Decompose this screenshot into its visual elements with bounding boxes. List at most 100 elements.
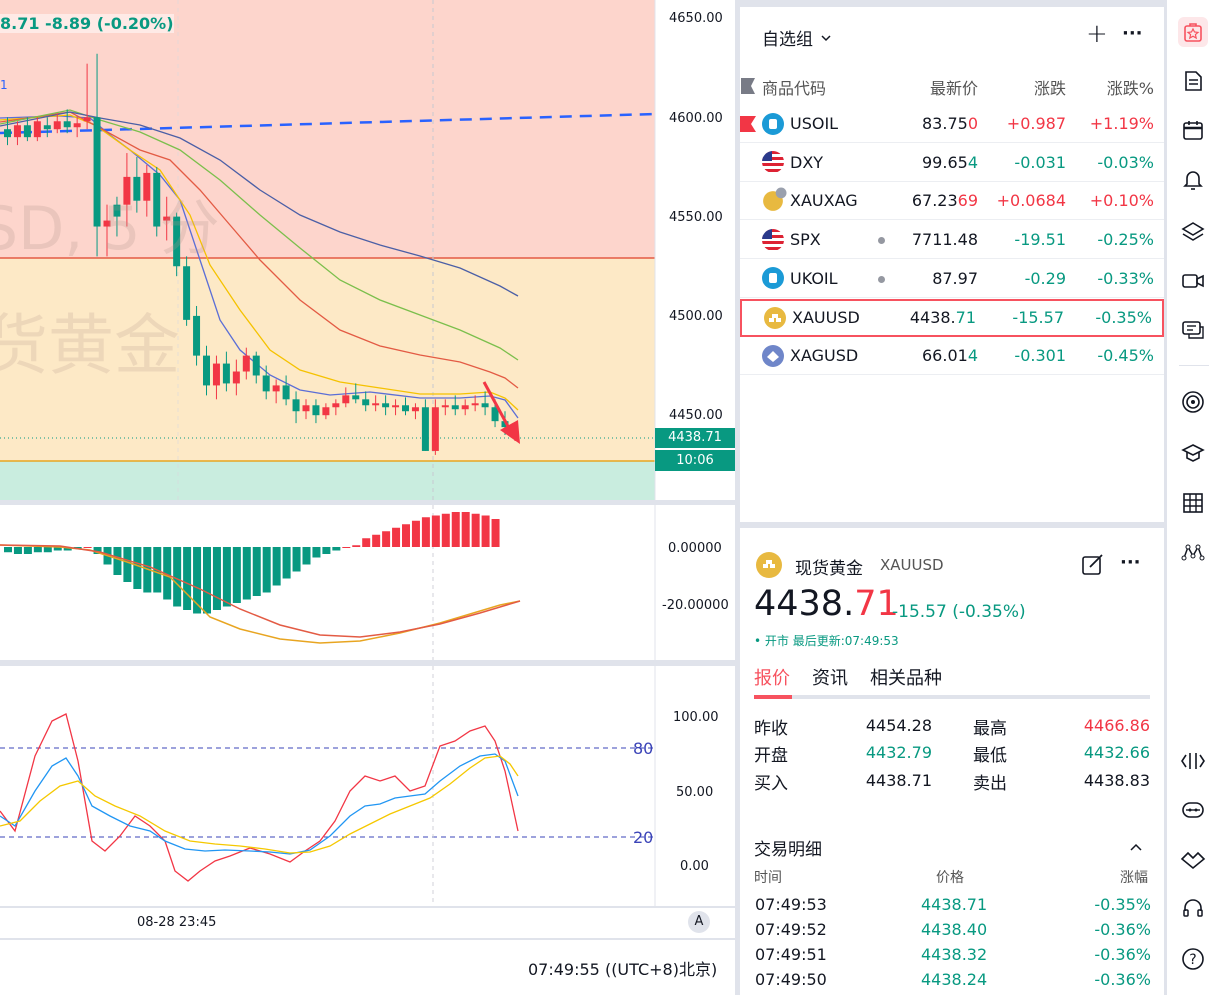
alert-bell-icon[interactable] xyxy=(1178,164,1208,194)
gold-silver-icon xyxy=(763,187,787,211)
stochastic-chart[interactable] xyxy=(0,666,735,906)
macd-chart[interactable] xyxy=(0,505,735,660)
stoch-level-20: 20 xyxy=(633,828,654,847)
tab-related[interactable]: 相关品种 xyxy=(870,668,942,689)
education-cap-icon[interactable] xyxy=(1178,438,1208,468)
candle xyxy=(461,405,469,410)
video-icon[interactable] xyxy=(1178,266,1208,296)
candle xyxy=(33,121,41,138)
tab-quote[interactable]: 报价 xyxy=(754,668,790,689)
edit-icon[interactable] xyxy=(1080,552,1106,578)
col-change-pct[interactable]: 涨跌% xyxy=(1106,79,1154,98)
macd-bar xyxy=(133,547,142,589)
macd-pane[interactable]: 0.00000 -20.00000 xyxy=(0,505,735,660)
grid-table-icon[interactable] xyxy=(1178,488,1208,518)
clock-label[interactable]: 07:49:55 ((UTC+8)北京) xyxy=(528,960,718,979)
bid-value: 4438.71 xyxy=(865,771,932,790)
trade-pct: -0.36% xyxy=(1094,945,1151,964)
watchlist-row-xagusd[interactable]: XAGUSD 66.014 -0.301 -0.45% xyxy=(740,337,1164,376)
candle xyxy=(163,216,171,221)
silver-icon xyxy=(762,344,784,367)
trade-row: 07:49:52 4438.40 -0.36% xyxy=(755,920,1151,944)
more-icon[interactable]: ··· xyxy=(1120,552,1141,573)
calendar-icon[interactable] xyxy=(1178,115,1208,145)
candle xyxy=(103,220,111,227)
macd-bar xyxy=(43,547,52,553)
col-symbol[interactable]: 商品代码 xyxy=(762,79,827,98)
bid-label: 买入 xyxy=(754,774,788,794)
watchlist-row-spx[interactable]: SPX 7711.48 -19.51 -0.25% xyxy=(740,221,1164,260)
ma-green-line xyxy=(0,109,519,361)
handshake-icon[interactable] xyxy=(1178,844,1208,874)
macd-bar xyxy=(13,547,22,554)
macd-bar xyxy=(63,547,72,551)
last-price-label: 4438.71 xyxy=(655,428,735,448)
macd-bar xyxy=(113,547,122,575)
watchlist-row-ukoil[interactable]: UKOIL 87.97 -0.29 -0.33% xyxy=(740,260,1164,298)
macd-bar xyxy=(461,512,470,547)
watchlist-row-xauxag[interactable]: XAUXAG 67.2369 +0.0684 +0.10% xyxy=(740,182,1164,221)
chat-icon[interactable] xyxy=(1178,315,1208,345)
stochastic-pane[interactable]: 100.00 50.00 0.00 80 20 xyxy=(0,666,735,906)
macd-bar xyxy=(431,515,440,547)
open-value: 4432.79 xyxy=(865,743,932,762)
watermark-name: 货黄金 xyxy=(0,307,180,384)
price-tick: 4600.00 xyxy=(669,111,723,126)
watchlist-title[interactable]: 自选组 xyxy=(762,25,833,50)
watchlist-icon[interactable] xyxy=(1178,17,1208,47)
col-last[interactable]: 最新价 xyxy=(929,79,978,98)
candle xyxy=(411,407,419,412)
candle xyxy=(392,405,400,408)
col-change[interactable]: 涨跌 xyxy=(1033,79,1066,98)
macd-bar xyxy=(4,547,12,553)
watchlist-panel[interactable]: 自选组 + ··· 商品代码 最新价 涨跌 涨跌% USOIL 83.750 +0.… xyxy=(740,7,1164,522)
candle xyxy=(491,407,499,422)
change-pct: -0.35% xyxy=(1095,308,1152,327)
last-price: 99.654 xyxy=(922,153,978,172)
time-axis[interactable]: 08-28 23:45 A xyxy=(0,908,735,938)
watchlist-row-dxy[interactable]: DXY 99.654 -0.031 -0.03% xyxy=(740,144,1164,182)
resize-panel-icon[interactable] xyxy=(1178,746,1208,776)
candle xyxy=(242,355,250,372)
last-price-tail: 69 xyxy=(957,191,978,211)
macd-line xyxy=(0,544,521,644)
more-icon[interactable]: ··· xyxy=(1122,23,1143,44)
candle xyxy=(312,405,320,416)
support-headset-icon[interactable] xyxy=(1178,894,1208,924)
help-icon[interactable]: ? xyxy=(1178,944,1208,974)
macd-bar xyxy=(322,547,331,554)
last-price-main: 87.97 xyxy=(932,268,978,288)
chevron-up-icon[interactable] xyxy=(1128,839,1144,855)
watchlist-row-usoil[interactable]: USOIL 83.750 +0.987 +1.19% xyxy=(740,105,1164,143)
news-icon[interactable] xyxy=(1178,66,1208,96)
macd-bar xyxy=(451,512,460,547)
stoch-d-line xyxy=(0,753,519,855)
candle xyxy=(421,407,429,451)
signal-line xyxy=(0,544,521,638)
macd-bar xyxy=(392,527,401,547)
candle xyxy=(431,407,439,451)
candle xyxy=(13,125,21,138)
open-label: 开盘 xyxy=(754,746,788,766)
last-price-main: 4438. xyxy=(909,308,956,327)
candle xyxy=(203,355,210,386)
trade-pct: -0.35% xyxy=(1094,895,1151,914)
candle xyxy=(222,363,230,384)
main-chart-pane[interactable]: SD, 5 分 货黄金 8.71 -8.89 (-0.20%) 1 4650.0… xyxy=(0,0,735,500)
pattern-icon[interactable] xyxy=(1178,537,1208,567)
target-icon[interactable] xyxy=(1178,387,1208,417)
price-chart[interactable] xyxy=(0,0,735,500)
macd-bar xyxy=(53,547,62,551)
layers-icon[interactable] xyxy=(1178,217,1208,247)
macd-bar xyxy=(123,547,132,582)
watchlist-row-xauusd[interactable]: XAUUSD 4438.71 -15.57 -0.35% xyxy=(740,298,1164,337)
symbol-details-panel: 现货黄金 XAUUSD ··· 4438.71 -15.57 (-0.35%) … xyxy=(740,528,1164,995)
last-price-tail: 0 xyxy=(967,114,978,133)
tab-news[interactable]: 资讯 xyxy=(812,668,848,689)
change: -15.57 xyxy=(1012,308,1064,327)
trade-row: 07:49:50 4438.24 -0.36% xyxy=(755,970,1151,994)
add-symbol-icon[interactable]: + xyxy=(1086,19,1108,49)
chevron-down-icon xyxy=(821,34,831,41)
auto-scale-button[interactable]: A xyxy=(688,911,710,933)
assistant-robot-icon[interactable] xyxy=(1178,795,1208,825)
